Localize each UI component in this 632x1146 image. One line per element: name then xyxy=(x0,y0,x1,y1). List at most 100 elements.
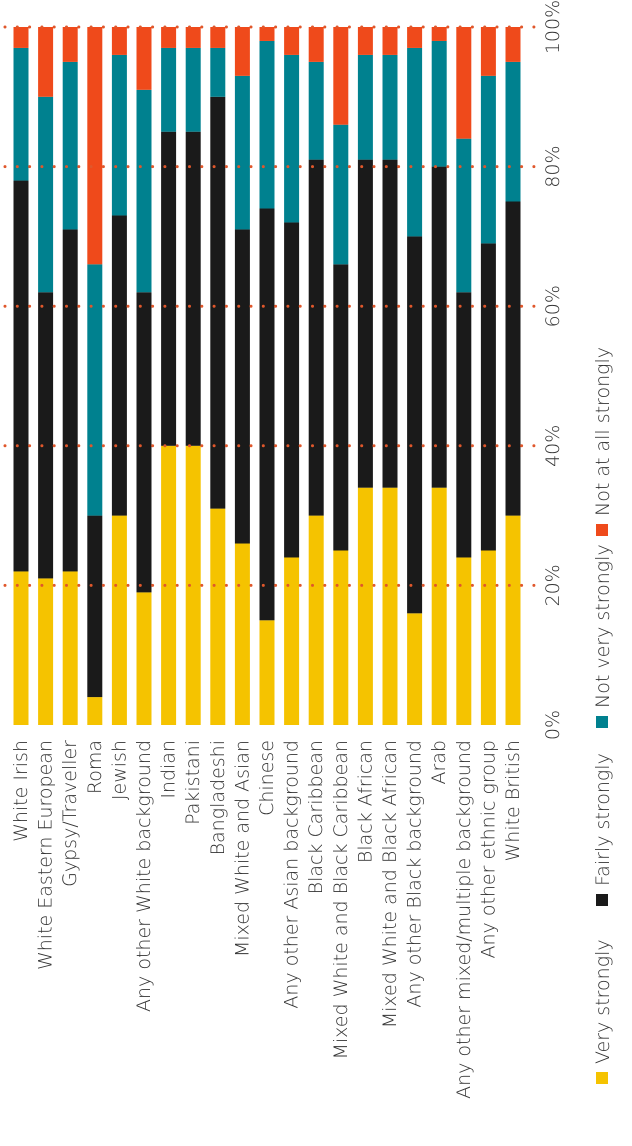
bar-segment xyxy=(62,571,78,725)
category-label: Roma xyxy=(84,740,106,794)
category-label: Chinese xyxy=(256,740,278,816)
y-tick-label: 60% xyxy=(542,285,564,327)
bar-segment xyxy=(161,47,177,132)
bar-segment xyxy=(136,89,152,293)
bar-segment xyxy=(480,27,496,76)
bar-segment xyxy=(234,543,250,725)
bar-segment xyxy=(407,236,423,614)
bar-segment xyxy=(62,27,78,62)
bar-segment xyxy=(111,54,127,216)
y-tick-label: 100% xyxy=(542,0,564,54)
category-label: Any other White background xyxy=(133,740,155,1012)
bar-segment xyxy=(87,27,103,265)
bar-segment xyxy=(308,61,324,160)
bar-segment xyxy=(185,445,201,725)
bar-segment xyxy=(308,159,324,516)
bar-segment xyxy=(407,47,423,237)
bar-segment xyxy=(210,508,226,725)
bar-segment xyxy=(505,61,521,202)
category-label: Jewish xyxy=(108,740,130,800)
category-label: Arab xyxy=(428,740,450,785)
y-tick-label: 40% xyxy=(542,425,564,467)
category-label: Black Caribbean xyxy=(305,740,327,894)
legend-label: Very strongly xyxy=(592,939,614,1064)
category-label: White Irish xyxy=(10,740,32,842)
bar-segment xyxy=(284,27,300,55)
bar-segment xyxy=(284,557,300,725)
bar-segment xyxy=(210,47,226,97)
bar-segment xyxy=(111,215,127,516)
bars-layer xyxy=(13,27,521,725)
bar-segment xyxy=(62,61,78,230)
legend-label: Not at all strongly xyxy=(592,347,614,516)
bar-segment xyxy=(505,201,521,516)
category-label: White British xyxy=(502,740,524,862)
y-tick-label: 0% xyxy=(542,710,564,740)
bar-segment xyxy=(480,550,496,725)
bar-segment xyxy=(87,264,103,516)
category-label: Indian xyxy=(158,740,180,799)
bar-segment xyxy=(111,515,127,725)
y-tick-label: 20% xyxy=(542,564,564,606)
bar-segment xyxy=(13,180,29,572)
bar-segment xyxy=(234,229,250,544)
category-label: Any other ethnic group xyxy=(477,740,499,959)
bar-segment xyxy=(38,96,54,293)
bar-segment xyxy=(38,27,54,97)
bar-segment xyxy=(382,159,398,488)
bar-segment xyxy=(431,40,447,167)
bar-segment xyxy=(456,138,472,293)
bar-segment xyxy=(357,487,373,725)
bar-segment xyxy=(210,96,226,509)
bar-segment xyxy=(456,292,472,558)
bar-segment xyxy=(505,27,521,62)
bar-segment xyxy=(13,571,29,725)
bar-segment xyxy=(480,243,496,551)
bar-segment xyxy=(234,75,250,230)
bar-segment xyxy=(333,550,349,725)
bar-segment xyxy=(87,697,103,725)
bar-segment xyxy=(333,264,349,551)
bar-segment xyxy=(357,27,373,55)
bar-segment xyxy=(431,27,447,41)
category-label: Mixed White and Asian xyxy=(231,740,253,957)
legend-label: Not very strongly xyxy=(592,544,614,708)
legend-label: Fairly strongly xyxy=(592,753,614,886)
bar-segment xyxy=(62,229,78,572)
bar-segment xyxy=(185,131,201,446)
bar-segment xyxy=(308,27,324,62)
category-label: Any other Asian background xyxy=(281,740,303,1009)
legend-swatch xyxy=(596,524,608,536)
bar-segment xyxy=(136,27,152,90)
bar-segment xyxy=(210,27,226,48)
bar-segment xyxy=(382,487,398,725)
bar-segment xyxy=(308,515,324,725)
bar-segment xyxy=(38,292,54,579)
y-axis-ticks: 0% 20% 40% 60% 80% 100% xyxy=(542,0,564,740)
bar-segment xyxy=(259,40,275,209)
bar-segment xyxy=(13,47,29,181)
bar-segment xyxy=(382,54,398,160)
category-label: Gypsy/Traveller xyxy=(59,740,81,887)
bar-segment xyxy=(136,592,152,725)
category-labels: White Irish White Eastern European Gypsy/T… xyxy=(10,740,524,1099)
bar-segment xyxy=(259,208,275,621)
bar-segment xyxy=(480,75,496,244)
bar-segment xyxy=(456,27,472,139)
y-tick-label: 80% xyxy=(542,145,564,187)
bar-segment xyxy=(87,515,103,698)
category-label: Bangladeshi xyxy=(207,740,229,855)
bar-segment xyxy=(382,27,398,55)
category-label: Mixed White and Black Caribbean xyxy=(330,740,352,1060)
bar-segment xyxy=(284,222,300,558)
bar-segment xyxy=(136,292,152,593)
bar-segment xyxy=(357,159,373,488)
category-label: Black African xyxy=(354,740,376,863)
category-label: Pakistani xyxy=(182,740,204,825)
bar-segment xyxy=(431,487,447,725)
category-label: Any other Black background xyxy=(404,740,426,1008)
bar-segment xyxy=(185,47,201,132)
bar-segment xyxy=(456,557,472,725)
bar-segment xyxy=(333,27,349,125)
